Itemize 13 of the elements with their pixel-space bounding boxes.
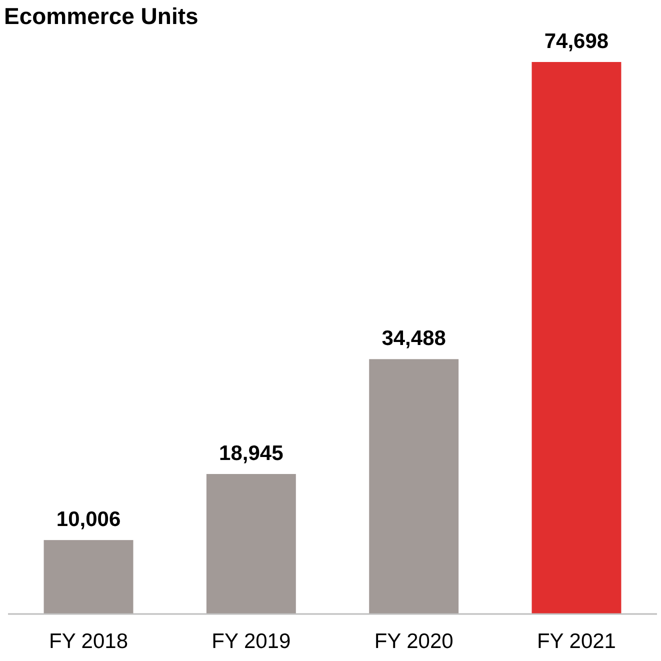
- bar: [206, 474, 296, 614]
- bar: [44, 540, 134, 614]
- x-tick-label: FY 2018: [49, 630, 128, 653]
- data-label: 18,945: [219, 442, 284, 465]
- data-label: 74,698: [544, 30, 609, 53]
- chart-title: Ecommerce Units: [4, 3, 198, 29]
- bar: [532, 62, 622, 614]
- bar: [369, 359, 459, 614]
- x-tick-label: FY 2021: [536, 630, 616, 653]
- data-label: 10,006: [56, 508, 121, 532]
- x-tick-label: FY 2020: [374, 630, 454, 653]
- x-tick-label: FY 2019: [212, 630, 291, 653]
- data-label: 34,488: [382, 327, 446, 350]
